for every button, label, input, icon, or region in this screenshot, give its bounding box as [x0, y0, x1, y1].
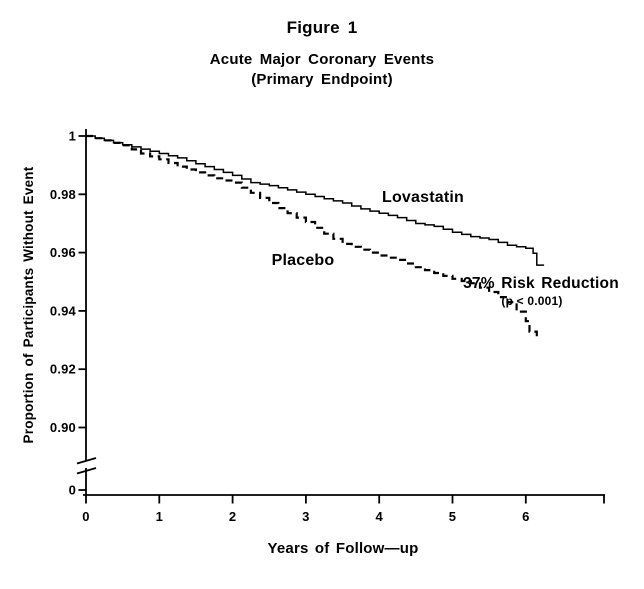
- axis-break-mark: [76, 457, 97, 465]
- x-tick-label: 1: [156, 509, 163, 524]
- p-value-annotation: (p < 0.001): [501, 294, 562, 308]
- placebo-curve: [86, 134, 538, 338]
- y-tick-label: 0.96: [50, 245, 76, 260]
- y-axis-title: Proportion of Participants Without Event: [21, 166, 36, 443]
- x-tick-label: 2: [229, 509, 236, 524]
- y-tick-label: 0.94: [50, 303, 77, 318]
- y-tick-label: 0.90: [50, 420, 76, 435]
- risk-reduction-annotation: 37% Risk Reduction: [463, 275, 619, 292]
- placebo-series-label: Placebo: [272, 252, 335, 269]
- axes-and-curves-layer: 1 0.98 0.96 0.94 0.92 0.90 00 1 2 3 4 5 6: [50, 129, 605, 524]
- lovastatin-series-label: Lovastatin: [382, 189, 464, 206]
- lovastatin-curve: [86, 135, 545, 266]
- y-tick-label: 0.92: [50, 362, 76, 377]
- x-tick-label: 5: [449, 509, 456, 524]
- y-tick-label: 0.98: [50, 187, 76, 202]
- figure-subtitle: Acute Major Coronary Events: [210, 51, 434, 68]
- x-tick-label: 4: [375, 509, 383, 524]
- y-tick-label: 0: [69, 483, 76, 498]
- axis-break-gap: [84, 460, 88, 468]
- x-tick-label: 3: [302, 509, 309, 524]
- axis-break-mark: [76, 467, 97, 475]
- x-tick-label: 0: [82, 509, 89, 524]
- figure-title: Figure 1: [287, 18, 358, 37]
- figure-subtitle-endpoint: (Primary Endpoint): [251, 71, 393, 88]
- x-axis-title: Years of Follow—up: [268, 540, 419, 557]
- x-tick-label: 6: [522, 509, 529, 524]
- y-tick-label: 1: [69, 129, 76, 144]
